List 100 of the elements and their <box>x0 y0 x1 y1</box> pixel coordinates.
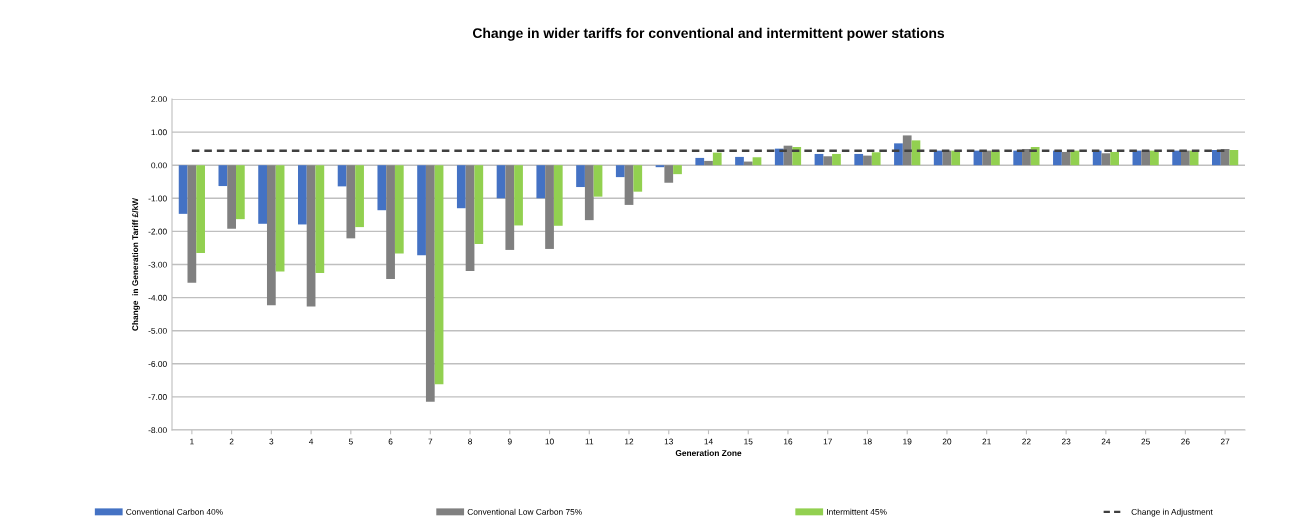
bar <box>297 165 307 225</box>
bar <box>584 165 594 221</box>
bar <box>178 165 188 214</box>
bar <box>1189 150 1199 166</box>
bar <box>1022 148 1031 166</box>
bar <box>355 165 364 228</box>
x-tick-label: 9 <box>507 438 512 445</box>
bar <box>576 165 585 188</box>
x-tick-label: 3 <box>269 438 274 445</box>
bar <box>306 165 316 307</box>
bar <box>1110 151 1120 166</box>
y-tick-label: -3.00 <box>148 261 167 268</box>
bar <box>377 165 387 211</box>
bar <box>514 165 523 226</box>
bar <box>704 160 713 166</box>
bar <box>496 165 506 199</box>
x-tick-label: 4 <box>308 438 314 445</box>
x-tick-label: 19 <box>903 438 912 445</box>
bar <box>982 150 992 166</box>
bar <box>196 165 205 253</box>
bar <box>951 150 961 166</box>
y-tick-label: -1.00 <box>148 195 167 202</box>
bar <box>1013 150 1023 166</box>
x-tick-label: 22 <box>1022 438 1031 445</box>
x-tick-label: 8 <box>468 438 473 445</box>
x-axis-title: Generation Zone <box>675 449 742 456</box>
y-tick-label: -2.00 <box>148 228 167 235</box>
bar <box>624 165 634 205</box>
y-tick-label: 1.00 <box>151 129 167 136</box>
bar <box>235 165 245 220</box>
bar <box>337 165 347 187</box>
bar <box>275 165 285 272</box>
bar <box>465 165 475 272</box>
bar <box>832 153 841 166</box>
bar <box>1220 148 1230 166</box>
bar <box>633 165 643 192</box>
bar <box>695 157 705 166</box>
legend-label: Intermittent 45% <box>827 508 887 515</box>
y-tick-label: -6.00 <box>148 361 167 367</box>
x-tick-label: 27 <box>1220 438 1230 445</box>
bar <box>752 157 762 166</box>
x-tick-label: 2 <box>229 438 234 445</box>
bar <box>1172 150 1182 166</box>
bar <box>593 165 603 197</box>
x-tick-label: 10 <box>545 438 554 445</box>
x-tick-label: 18 <box>863 438 872 445</box>
bar <box>933 150 943 166</box>
x-tick-label: 13 <box>664 438 674 445</box>
bar <box>386 165 395 280</box>
bar <box>1181 150 1190 166</box>
bar <box>814 153 824 166</box>
x-tick-label: 24 <box>1101 438 1111 445</box>
bar <box>1141 150 1151 166</box>
y-tick-label: -4.00 <box>148 294 167 301</box>
bar <box>735 156 744 166</box>
bar <box>902 135 912 166</box>
bar <box>1092 150 1102 166</box>
legend-label: Change in Adjustment <box>1131 508 1213 517</box>
bar <box>346 165 356 239</box>
x-tick-label: 5 <box>348 438 353 445</box>
bar <box>1101 153 1111 166</box>
bar <box>712 152 722 166</box>
bar <box>553 165 563 226</box>
y-tick-label: -5.00 <box>148 327 167 334</box>
bar <box>854 153 864 166</box>
bar <box>1212 149 1221 166</box>
bar <box>434 165 444 385</box>
bar <box>417 165 426 256</box>
bar <box>664 165 674 183</box>
bar <box>673 165 682 175</box>
x-tick-label: 7 <box>428 438 433 445</box>
bar <box>823 156 833 166</box>
legend-label: Conventional Low Carbon 75% <box>467 508 582 515</box>
bar <box>425 165 435 402</box>
bar <box>1150 150 1159 166</box>
x-tick-label: 25 <box>1141 438 1150 445</box>
bar <box>991 150 1000 166</box>
x-tick-label: 17 <box>823 438 832 445</box>
bar <box>456 165 466 209</box>
y-tick-label: -7.00 <box>148 394 167 400</box>
bar <box>1229 149 1239 166</box>
y-axis-title: Change in Generation Tariff £/kW <box>132 197 140 331</box>
x-tick-label: 11 <box>585 438 594 445</box>
bar <box>1061 151 1071 166</box>
bar <box>863 155 872 166</box>
bar <box>1053 150 1062 166</box>
bar <box>474 165 484 244</box>
bar <box>315 165 325 274</box>
bar <box>187 165 197 283</box>
x-tick-label: 12 <box>625 438 634 445</box>
bar <box>218 165 228 187</box>
bar <box>227 165 236 229</box>
y-tick-label: -8.00 <box>148 427 167 434</box>
x-tick-label: 15 <box>744 438 753 445</box>
bar <box>394 165 404 254</box>
bar <box>536 165 546 199</box>
bar <box>266 165 276 306</box>
y-tick-label: 2.00 <box>151 96 167 103</box>
chart-title: Change in wider tariffs for conventional and intermittent power stations <box>472 27 945 41</box>
x-tick-label: 1 <box>190 438 194 445</box>
